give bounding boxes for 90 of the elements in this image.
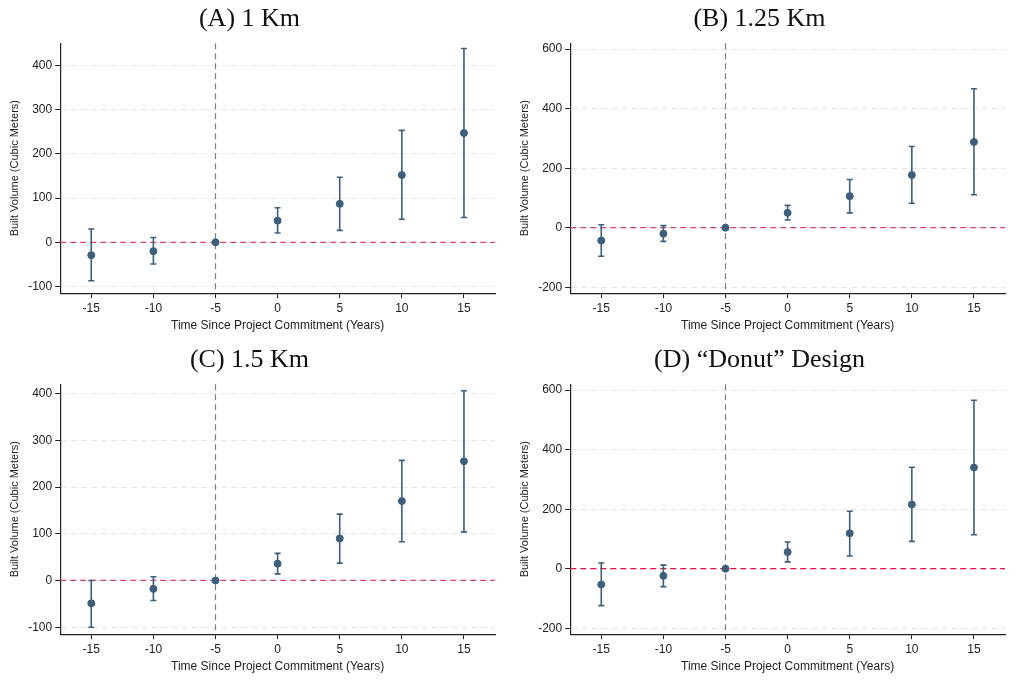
chart-title: (A) 1 Km xyxy=(198,3,301,33)
x-tick-label: -5 xyxy=(720,641,732,656)
x-tick-label: 0 xyxy=(784,300,792,315)
point xyxy=(459,129,468,138)
x-tick-label: -15 xyxy=(592,641,611,656)
y-tick-label: 200 xyxy=(32,479,53,494)
point xyxy=(397,171,406,180)
y-tick-label: 400 xyxy=(542,441,563,456)
y-tick-label: -100 xyxy=(28,619,53,634)
chart-title: (C) 1.5 Km xyxy=(189,344,310,374)
x-tick-label: -15 xyxy=(592,300,611,315)
point xyxy=(969,138,978,147)
x-tick-label: 5 xyxy=(846,300,854,315)
point xyxy=(659,571,668,580)
y-tick-label: 200 xyxy=(32,146,53,161)
point xyxy=(273,216,282,225)
y-tick-label: 600 xyxy=(542,382,563,397)
point xyxy=(907,500,916,509)
point xyxy=(335,199,344,208)
point xyxy=(211,238,220,247)
x-tick-label: 10 xyxy=(395,300,409,315)
y-tick-label: 200 xyxy=(542,160,563,175)
x-tick-label: -15 xyxy=(82,641,101,656)
x-tick-label: 0 xyxy=(274,300,282,315)
x-tick-label: 0 xyxy=(274,641,282,656)
point xyxy=(721,564,730,573)
point xyxy=(149,247,158,256)
y-tick-label: 0 xyxy=(45,572,53,587)
x-tick-label: -10 xyxy=(144,300,163,315)
point xyxy=(273,559,282,568)
y-tick-label: 400 xyxy=(32,57,53,72)
y-tick-label: 100 xyxy=(32,526,53,541)
x-tick-label: 10 xyxy=(905,300,919,315)
x-tick-label: -15 xyxy=(82,300,101,315)
y-tick-label: 200 xyxy=(542,501,563,516)
x-axis-title: Time Since Project Commitment (Years) xyxy=(681,659,895,674)
point xyxy=(597,236,606,245)
y-tick-label: 400 xyxy=(542,100,563,115)
point xyxy=(597,580,606,589)
y-tick-label: -100 xyxy=(28,278,53,293)
x-tick-label: 15 xyxy=(457,641,471,656)
y-tick-label: 0 xyxy=(555,561,563,576)
y-tick-label: 300 xyxy=(32,101,53,116)
x-axis-title: Time Since Project Commitment (Years) xyxy=(171,318,385,333)
x-tick-label: -10 xyxy=(144,641,163,656)
chart-title: (B) 1.25 Km xyxy=(693,3,826,33)
x-axis-title: Time Since Project Commitment (Years) xyxy=(681,318,895,333)
y-axis-title: Built Volume (Cubic Meters) xyxy=(517,441,530,578)
point xyxy=(335,534,344,543)
point xyxy=(783,548,792,557)
point xyxy=(459,457,468,466)
point xyxy=(721,223,730,232)
x-tick-label: 0 xyxy=(784,641,792,656)
x-tick-label: -10 xyxy=(654,641,673,656)
x-tick-label: -5 xyxy=(210,300,222,315)
y-axis-title: Built Volume (Cubic Meters) xyxy=(7,441,20,578)
point xyxy=(845,529,854,538)
point xyxy=(783,208,792,217)
y-tick-label: 0 xyxy=(45,234,53,249)
x-axis-title: Time Since Project Commitment (Years) xyxy=(171,659,385,674)
x-tick-label: 15 xyxy=(967,300,981,315)
y-tick-label: 100 xyxy=(32,190,53,205)
point xyxy=(907,171,916,180)
point xyxy=(87,599,96,608)
y-tick-label: -200 xyxy=(538,620,563,635)
x-tick-label: 15 xyxy=(967,641,981,656)
y-axis-title: Built Volume (Cubic Meters) xyxy=(7,100,20,237)
point xyxy=(87,251,96,260)
x-tick-label: 10 xyxy=(395,641,409,656)
point xyxy=(397,497,406,506)
y-tick-label: -200 xyxy=(538,279,563,294)
y-tick-label: 0 xyxy=(555,220,563,235)
point xyxy=(149,584,158,593)
x-tick-label: 15 xyxy=(457,300,471,315)
x-tick-label: -5 xyxy=(210,641,222,656)
x-tick-label: -10 xyxy=(654,300,673,315)
y-tick-label: 600 xyxy=(542,41,563,56)
x-tick-label: 10 xyxy=(905,641,919,656)
point xyxy=(969,463,978,472)
point xyxy=(845,192,854,201)
x-tick-label: 5 xyxy=(336,300,344,315)
point xyxy=(211,576,220,585)
x-tick-label: -5 xyxy=(720,300,732,315)
x-tick-label: 5 xyxy=(336,641,344,656)
y-tick-label: 400 xyxy=(32,385,53,400)
x-tick-label: 5 xyxy=(846,641,854,656)
chart-title: (D) “Donut” Design xyxy=(654,344,865,374)
y-axis-title: Built Volume (Cubic Meters) xyxy=(517,100,530,237)
point xyxy=(659,229,668,238)
y-tick-label: 300 xyxy=(32,432,53,447)
